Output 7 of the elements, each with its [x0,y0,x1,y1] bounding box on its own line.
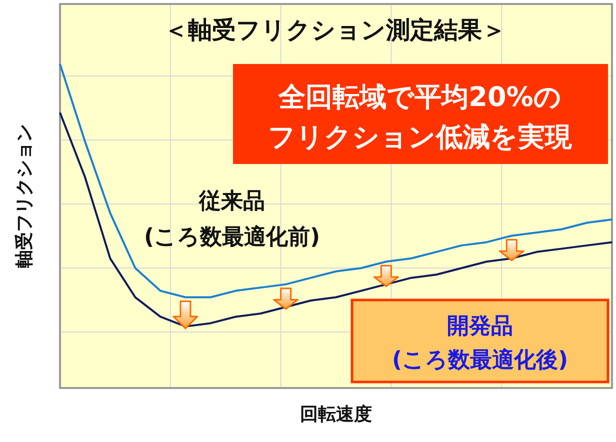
annotation: フリクション低減を実現 [268,122,573,153]
x-axis-title: 回転速度 [300,404,372,425]
y-axis-title: 軸受フリクション [14,124,35,268]
series-label: 開発品 (ころ数最適化後) [392,314,568,373]
chart-title: ＜軸受フリクション測定結果＞ [164,16,506,44]
annotation: 全回転域で平均20%の [278,82,562,113]
series-label: 従来品 (ころ数最適化前) [144,189,320,250]
